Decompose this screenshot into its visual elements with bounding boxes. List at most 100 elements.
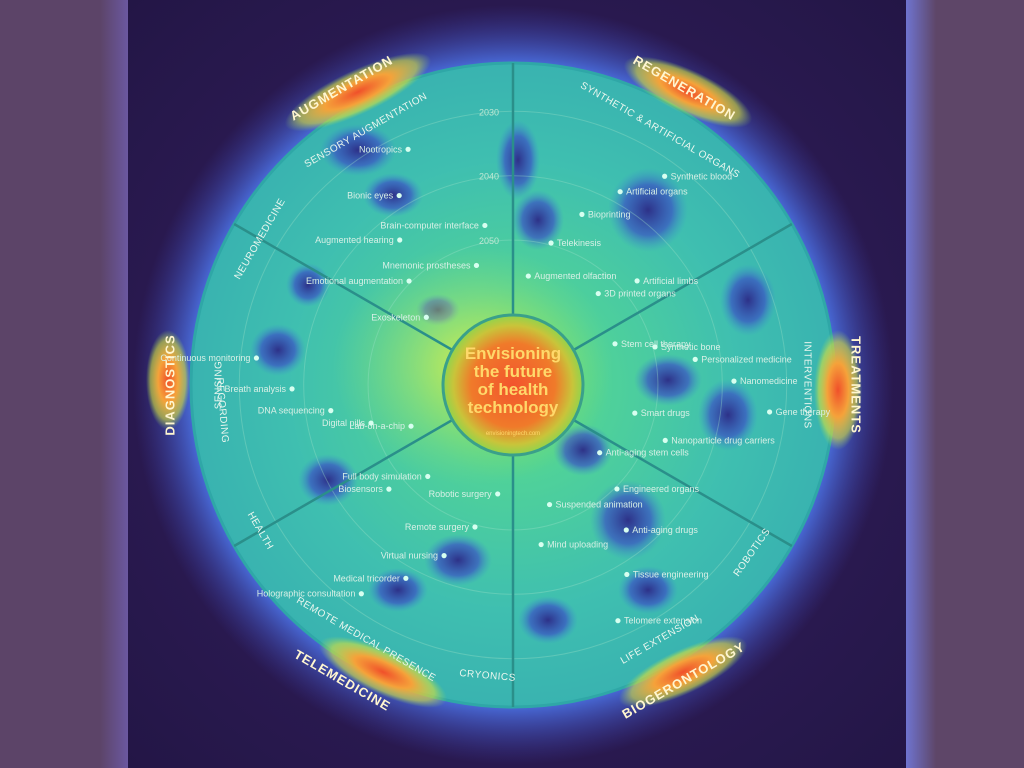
- item-dot: [253, 355, 260, 361]
- center-title-line-2: the future: [474, 362, 552, 381]
- sector-divider: [572, 418, 793, 548]
- technology-item: Digital pills: [322, 418, 374, 428]
- sector-divider: [572, 222, 793, 352]
- sector-title: TREATMENTS: [849, 336, 864, 434]
- item-dot: [662, 437, 668, 444]
- technology-item: Exoskeleton: [371, 312, 429, 322]
- item-label: Emotional augmentation: [306, 276, 403, 286]
- item-label: Synthetic bone: [661, 342, 721, 352]
- item-label: Gene therapy: [776, 407, 831, 417]
- item-label: Medical tricorder: [333, 573, 400, 583]
- item-label: Anti-aging stem cells: [606, 448, 690, 458]
- technology-item: Emotional augmentation: [306, 276, 412, 286]
- item-label: Augmented olfaction: [534, 271, 616, 281]
- technology-item: Tissue engineering: [624, 569, 709, 579]
- cold-spot: [363, 173, 423, 217]
- technology-item: Engineered organs: [614, 484, 700, 494]
- subsector-title: CRYONICS: [459, 668, 516, 684]
- cold-spot: [634, 354, 702, 406]
- subsector-title: INTERVENTIONS: [801, 341, 812, 428]
- year-labels: 2030 2040 2050: [479, 107, 499, 246]
- item-label: Lab-on-a-chip: [349, 421, 405, 431]
- item-label: Telomere extension: [624, 616, 702, 626]
- hot-spot: [318, 636, 448, 708]
- technology-item: Personalized medicine: [692, 354, 792, 364]
- item-dot: [403, 575, 409, 581]
- technology-item: Nootropics: [359, 144, 411, 154]
- item-dot: [634, 278, 640, 284]
- technology-items: Exoskeleton Emotional augmentation Augment…: [160, 144, 830, 625]
- sector-divider: [233, 222, 454, 352]
- health-tech-wheel: Exoskeleton Emotional augmentation Augment…: [133, 5, 893, 765]
- cold-spot: [512, 190, 564, 250]
- technology-item: Holographic consultation: [257, 589, 364, 599]
- item-dot: [612, 341, 618, 347]
- center-title-line-3: of health: [478, 380, 549, 399]
- technology-item: Bionic eyes: [347, 191, 402, 201]
- item-dot: [692, 356, 698, 362]
- item-dot: [548, 240, 554, 246]
- item-label: Exoskeleton: [371, 312, 420, 322]
- item-label: Bionic eyes: [347, 191, 394, 201]
- item-dot: [358, 591, 364, 597]
- technology-item: Augmented hearing: [315, 235, 403, 245]
- item-label: Artificial organs: [626, 187, 688, 197]
- item-dot: [595, 290, 601, 297]
- left-margin: [0, 0, 128, 768]
- subsector-title: SENSING: [214, 361, 225, 410]
- item-label: Personalized medicine: [701, 354, 792, 364]
- item-dot: [579, 211, 585, 217]
- item-dot: [662, 173, 668, 179]
- hot-spot: [814, 330, 862, 450]
- item-label: Augmented hearing: [315, 235, 394, 245]
- item-dot: [408, 423, 414, 429]
- center-badge: [441, 313, 585, 457]
- hot-spot: [284, 52, 432, 132]
- technology-item: Robotic surgery: [429, 489, 501, 499]
- item-dot: [731, 378, 737, 384]
- item-dot: [423, 314, 429, 320]
- technology-item: Gene therapy: [766, 407, 831, 417]
- technology-item: Augmented olfaction: [525, 271, 616, 281]
- heatmap-stage: Exoskeleton Emotional augmentation Augment…: [128, 0, 906, 768]
- sector-divider: [233, 418, 454, 548]
- item-label: 3D printed organs: [604, 289, 676, 299]
- cold-spot: [298, 454, 358, 506]
- item-label: Brain-computer interface: [380, 220, 479, 230]
- item-dot: [406, 278, 412, 284]
- technology-item: 3D printed organs: [595, 289, 676, 299]
- technology-item: Bioprinting: [579, 209, 630, 219]
- item-label: Biosensors: [338, 484, 383, 494]
- year-label: 2040: [479, 172, 499, 182]
- cold-spot: [608, 168, 688, 252]
- item-label: Mnemonic prostheses: [382, 260, 471, 270]
- item-label: Telekinesis: [557, 238, 602, 248]
- cold-spot: [618, 566, 678, 614]
- item-dot: [623, 527, 629, 533]
- item-dot: [482, 222, 488, 229]
- item-label: Suspended animation: [556, 500, 643, 510]
- cold-spot: [496, 120, 540, 200]
- item-dot: [472, 524, 478, 530]
- item-label: Artificial limbs: [643, 276, 699, 286]
- sector-dividers: [233, 63, 793, 707]
- item-label: Tissue engineering: [633, 569, 709, 579]
- technology-item: Biosensors: [338, 484, 392, 494]
- technology-item: Stem cell therapy: [612, 339, 691, 349]
- cold-spot: [720, 264, 776, 336]
- technology-item: Lab-on-a-chip: [349, 421, 414, 431]
- item-label: Breath analysis: [224, 384, 286, 394]
- technology-item: DNA sequencing: [258, 406, 334, 416]
- item-dot: [614, 486, 620, 492]
- cold-spot: [590, 480, 666, 560]
- technology-item: Telomere extension: [615, 616, 702, 626]
- item-label: Engineered organs: [623, 484, 700, 494]
- technology-item: Remote surgery: [405, 522, 478, 532]
- technology-item: Synthetic blood: [662, 171, 732, 181]
- item-dot: [632, 410, 638, 416]
- cold-spot: [698, 379, 758, 451]
- technology-item: Smart drugs: [632, 408, 690, 418]
- item-dot: [289, 386, 295, 392]
- cold-spot: [518, 596, 578, 644]
- item-dot: [495, 491, 501, 497]
